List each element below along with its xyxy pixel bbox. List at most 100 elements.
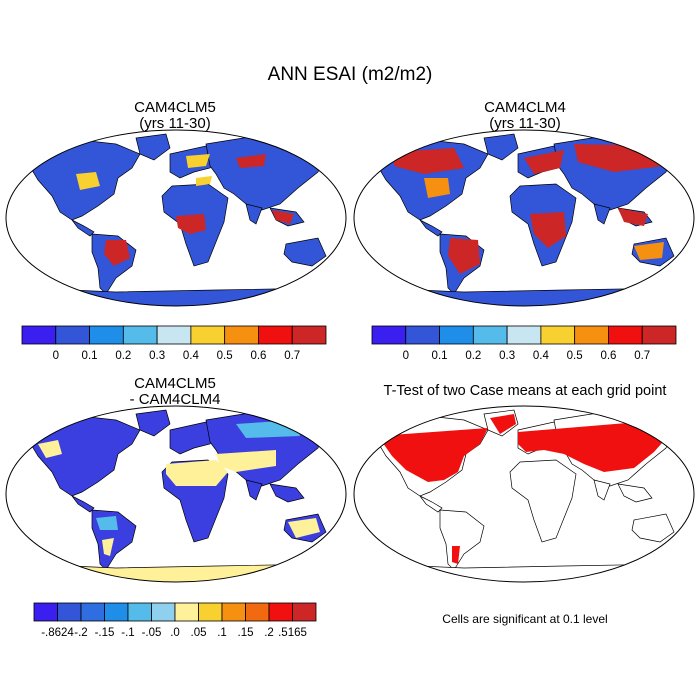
colorbar-tick-label: 0.2 — [115, 350, 131, 362]
land-india — [245, 479, 263, 501]
map-outline — [353, 405, 695, 583]
colorbar-swatch — [641, 325, 677, 345]
colorbar-tick-label: 0.7 — [634, 350, 650, 362]
panel-4-title: T-Test of two Case means at each grid po… — [383, 383, 667, 399]
colorbar-tick-label: .1 — [217, 627, 227, 639]
colorbar-swatch — [122, 325, 158, 345]
value-patch — [196, 176, 212, 186]
colorbar-swatch — [292, 602, 317, 622]
panel-1-subtitle: (yrs 11-30) — [139, 115, 211, 132]
colorbar-swatch — [574, 325, 609, 345]
value-patch — [452, 546, 460, 564]
map-difference — [5, 405, 347, 583]
map-cam4clm5 — [5, 129, 347, 307]
colorbar-swatch — [245, 602, 270, 622]
land-antarctica — [373, 287, 675, 306]
value-patch — [166, 460, 228, 486]
value-patch — [272, 210, 294, 224]
colorbar-swatch — [174, 602, 199, 622]
panel-3-title: CAM4CLM5 — [134, 375, 216, 392]
colorbar-cam4clm5: 0 0.1 0.2 0.3 0.4 0.5 0.6 0.7 — [21, 325, 327, 362]
land-antarctica — [25, 563, 327, 582]
colorbar-tick-label: 0.5 — [217, 350, 233, 362]
colorbar-tick-label: -.2 — [74, 627, 87, 639]
colorbar-tick-label: -.05 — [142, 627, 162, 639]
colorbar-swatch — [198, 602, 223, 622]
panel-2-title: CAM4CLM4 — [484, 99, 566, 116]
value-patch — [618, 208, 648, 226]
value-patch — [524, 150, 564, 174]
colorbar-tick-label: 0 — [403, 350, 409, 362]
colorbar-swatch — [540, 325, 576, 345]
panel-1-title: CAM4CLM5 — [134, 99, 216, 116]
colorbar-tick-label: -.8624 — [41, 627, 74, 639]
colorbar-cam4clm4: 0 0.1 0.2 0.3 0.4 0.5 0.6 0.7 — [371, 325, 677, 362]
colorbar-swatch — [291, 325, 327, 345]
colorbar-swatch — [405, 325, 440, 345]
colorbar-tick-label: .2 — [264, 627, 274, 639]
colorbar-tick-label: 0.1 — [82, 350, 98, 362]
panel-1-title-block: CAM4CLM5 (yrs 11-30) — [60, 100, 290, 132]
colorbar-swatch — [190, 325, 226, 345]
panel-3-subtitle: - CAM4CLM4 — [129, 391, 221, 408]
colorbar-tick-label: -.1 — [121, 627, 134, 639]
value-patch — [236, 154, 266, 168]
map-ttest — [353, 405, 695, 583]
land-india — [593, 479, 611, 501]
panel-2-title-block: CAM4CLM4 (yrs 11-30) — [410, 100, 640, 132]
colorbar-swatch — [89, 325, 124, 345]
colorbar-swatch — [80, 602, 105, 622]
land-greenland — [135, 409, 171, 437]
colorbar-swatch — [268, 602, 293, 622]
colorbar-tick-label: 0.3 — [499, 350, 515, 362]
land-seAsia — [269, 483, 305, 503]
colorbar-tick-label: 0.5 — [567, 350, 583, 362]
colorbar-tick-label: .15 — [238, 627, 254, 639]
colorbar-tick-label: 0.6 — [600, 350, 616, 362]
panel-2-subtitle: (yrs 11-30) — [489, 115, 561, 132]
colorbar-swatch — [57, 602, 82, 622]
colorbar-tick-label: 0.6 — [250, 350, 266, 362]
value-patch — [216, 450, 276, 472]
colorbar-swatch — [371, 325, 407, 345]
colorbar-difference: -.8624 -.2 -.15 -.1 -.05 .0 .05 .1 .15 .2 .5165 — [33, 602, 317, 639]
colorbar-tick-label: 0.4 — [533, 350, 550, 362]
value-patch — [186, 154, 210, 168]
colorbar-tick-label: 0.3 — [149, 350, 165, 362]
value-patch — [104, 240, 130, 266]
land-africa — [509, 459, 577, 543]
value-patch — [288, 518, 320, 538]
map-outline — [353, 129, 695, 307]
colorbar-tick-label: 0.7 — [284, 350, 300, 362]
map-outline — [5, 129, 347, 307]
value-patch — [634, 242, 664, 260]
value-patch — [378, 428, 488, 482]
colorbar-tick-label: .0 — [170, 627, 180, 639]
colorbar-swatch — [506, 325, 542, 345]
value-patch — [76, 172, 100, 190]
colorbar-tick-label: .5165 — [278, 627, 307, 639]
colorbar-swatch — [55, 325, 90, 345]
figure-title: ANN ESAI (m2/m2) — [267, 64, 433, 85]
value-patch — [518, 420, 670, 472]
value-patch — [176, 214, 206, 234]
value-patch — [96, 516, 118, 530]
colorbar-tick-label: 0.1 — [432, 350, 448, 362]
colorbar-tick-label: -.15 — [95, 627, 115, 639]
colorbar-swatch — [258, 325, 293, 345]
colorbar-swatch — [151, 602, 176, 622]
land-australia — [283, 237, 327, 267]
colorbar-swatch — [224, 325, 259, 345]
value-patch — [490, 414, 516, 434]
colorbar-swatch — [221, 602, 246, 622]
land-greenland — [483, 133, 519, 161]
colorbar-swatch — [608, 325, 643, 345]
land-northAmerica — [25, 415, 141, 497]
land-centralAmerica — [71, 495, 95, 513]
map-outline — [5, 405, 347, 583]
colorbar-swatch — [127, 602, 152, 622]
land-southAmerica — [439, 509, 485, 571]
land-centralAmerica — [419, 219, 443, 237]
land-centralAmerica — [71, 219, 95, 237]
colorbar-swatch — [104, 602, 129, 622]
